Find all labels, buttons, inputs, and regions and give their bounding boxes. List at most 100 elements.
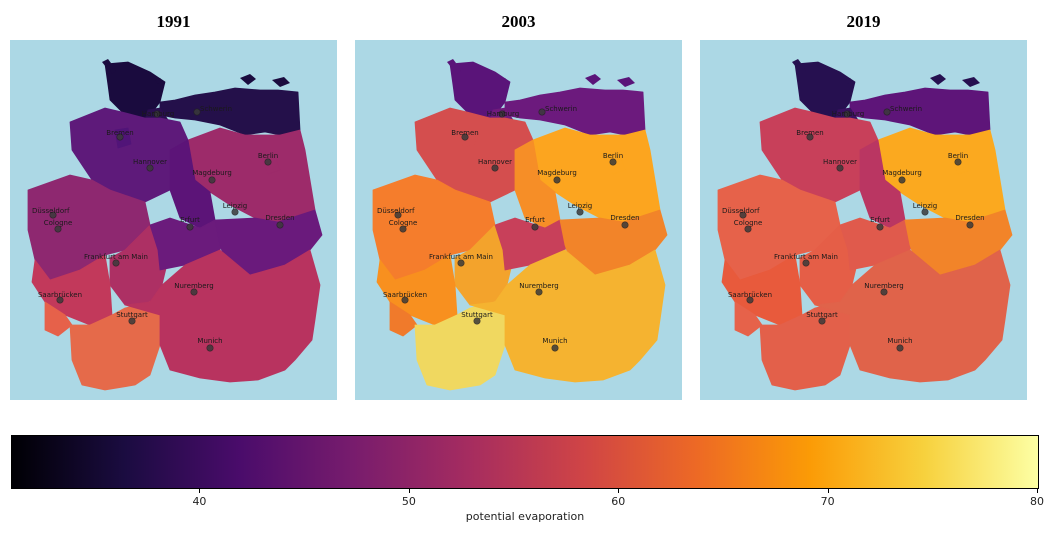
city-marker-bremen: Bremen (796, 129, 824, 141)
region-bb (877, 127, 1006, 223)
city-label: Cologne (44, 219, 73, 227)
city-marker-schwerin: Schwerin (538, 105, 577, 116)
city-marker-schwerin: Schwerin (883, 105, 922, 116)
panel-title-1991: 1991 (156, 12, 191, 31)
island-2 (500, 78, 508, 84)
city-label: Bremen (451, 129, 478, 137)
island-4 (272, 77, 290, 87)
city-marker-d-sseldorf: Düsseldorf (722, 207, 760, 219)
city-label: Saarbrücken (728, 291, 772, 299)
city-marker-erfurt: Erfurt (525, 216, 545, 231)
panel-title-2003: 2003 (501, 12, 536, 31)
city-label: Bremen (796, 129, 823, 137)
region-sl (389, 301, 418, 337)
city-label: Munich (887, 337, 912, 345)
city-label: Dresden (265, 214, 294, 222)
colorbar-tick (618, 488, 620, 493)
city-marker-nuremberg: Nuremberg (864, 282, 904, 296)
city-marker-dresden: Dresden (955, 214, 985, 229)
city-dot (535, 288, 543, 296)
city-marker-cologne: Cologne (734, 219, 762, 233)
colorbar-tick-label: 70 (820, 495, 835, 508)
island-3 (930, 74, 946, 85)
city-dot (609, 158, 617, 166)
map-svg-1991: Hamburg Schwerin Bremen Hannover Berlin Magde… (10, 40, 337, 400)
island-1 (110, 68, 116, 74)
city-marker-hannover: Hannover (133, 158, 167, 172)
city-label: Stuttgart (461, 311, 493, 319)
city-dot (208, 176, 216, 184)
colorbar-tick (827, 488, 829, 493)
city-label: Düsseldorf (32, 207, 70, 215)
city-dot (921, 208, 929, 216)
map-panel-1991: Hamburg Schwerin Bremen Hannover Berlin Magde… (10, 40, 337, 400)
city-dot (473, 317, 481, 325)
island-3 (240, 74, 256, 85)
city-dot (401, 296, 409, 304)
city-label: Munich (542, 337, 567, 345)
island-4 (617, 77, 635, 87)
city-dot (264, 158, 272, 166)
city-dot (806, 133, 814, 141)
colorbar-label: potential evaporation (465, 510, 585, 523)
island-3 (585, 74, 601, 85)
city-dot (186, 223, 194, 231)
city-label: Munich (197, 337, 222, 345)
city-marker-leipzig: Leipzig (913, 202, 938, 216)
city-label: Frankfurt am Main (84, 253, 148, 261)
city-marker-stuttgart: Stuttgart (116, 311, 148, 325)
city-marker-saarbr-cken: Saarbrücken (728, 291, 772, 304)
city-marker-frankfurt-am-main: Frankfurt am Main (84, 253, 148, 267)
city-marker-nuremberg: Nuremberg (519, 282, 559, 296)
city-marker-berlin: Berlin (948, 152, 968, 166)
island-1 (800, 68, 806, 74)
city-dot (116, 133, 124, 141)
city-dot (206, 344, 214, 352)
city-label: Leipzig (223, 202, 248, 210)
city-label: Frankfurt am Main (429, 253, 493, 261)
city-marker-bremen: Bremen (451, 129, 479, 141)
city-label: Magdeburg (882, 169, 922, 177)
city-marker-munich: Munich (197, 337, 223, 352)
colorbar-tick (199, 488, 201, 493)
colorbar-tick (408, 488, 410, 493)
city-dot (394, 211, 402, 219)
city-marker-munich: Munich (887, 337, 913, 352)
city-dot (739, 211, 747, 219)
city-marker-frankfurt-am-main: Frankfurt am Main (429, 253, 493, 267)
colorbar-tick-label: 60 (611, 495, 626, 508)
city-label: Erfurt (870, 216, 890, 224)
city-marker-d-sseldorf: Düsseldorf (377, 207, 415, 219)
island-0 (447, 59, 456, 67)
city-dot (553, 176, 561, 184)
city-dot (744, 225, 752, 233)
map-svg-2019: Hamburg Schwerin Bremen Hannover Berlin Magde… (700, 40, 1027, 400)
city-dot (231, 208, 239, 216)
map-panel-2003: Hamburg Schwerin Bremen Hannover Berlin Magde… (355, 40, 682, 400)
city-label: Erfurt (180, 216, 200, 224)
city-label: Schwerin (545, 105, 577, 113)
city-label: Saarbrücken (383, 291, 427, 299)
city-dot (876, 223, 884, 231)
city-label: Nuremberg (864, 282, 903, 290)
city-dot (883, 108, 891, 116)
island-0 (792, 59, 801, 67)
city-marker-dresden: Dresden (610, 214, 640, 229)
city-dot (746, 296, 754, 304)
city-label: Stuttgart (806, 311, 838, 319)
city-dot (193, 108, 201, 116)
city-marker-magdeburg: Magdeburg (882, 169, 922, 184)
city-dot (818, 317, 826, 325)
colorbar-tick-label: 50 (401, 495, 416, 508)
city-label: Erfurt (525, 216, 545, 224)
island-0 (102, 59, 111, 67)
city-marker-stuttgart: Stuttgart (806, 311, 838, 325)
city-dot (128, 317, 136, 325)
city-marker-erfurt: Erfurt (180, 216, 200, 231)
city-label: Leipzig (913, 202, 938, 210)
colorbar-tick (1037, 488, 1038, 493)
city-label: Dresden (610, 214, 639, 222)
city-marker-nuremberg: Nuremberg (174, 282, 214, 296)
city-label: Hamburg (832, 110, 864, 118)
island-4 (962, 77, 980, 87)
